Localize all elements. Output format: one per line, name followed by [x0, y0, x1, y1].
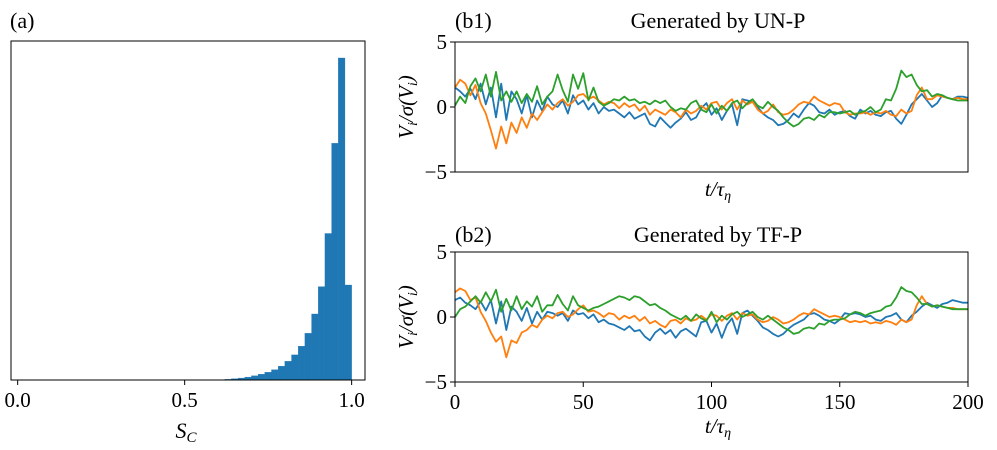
panel-b2-yticks: 5 0 −5 [425, 240, 455, 394]
histogram-bar [264, 372, 272, 381]
panel-b1-label: (b1) [455, 8, 492, 33]
y-tick-label: −5 [425, 370, 447, 394]
x-tick-label: 100 [696, 390, 728, 414]
histogram-bar [298, 346, 306, 381]
y-tick-label: 5 [437, 30, 448, 54]
series-line-s1 [454, 296, 968, 342]
panel-b2-label: (b2) [455, 222, 492, 247]
y-tick-label: 0 [437, 305, 448, 329]
x-tick-label: 50 [573, 390, 594, 414]
histogram-bar [331, 143, 339, 381]
histogram-bar [344, 284, 352, 381]
panel-b2-xlabel: t/τη [705, 414, 731, 441]
histogram-bar [271, 369, 279, 381]
x-tick-label: 0 [450, 390, 461, 414]
histogram-bar [311, 313, 319, 381]
x-tick-label: 0.5 [172, 388, 198, 412]
histogram-bar [257, 374, 265, 381]
panel-b1-ylabel: Vi/σ(Vi) [394, 75, 421, 139]
histogram-bar [284, 361, 292, 381]
x-tick-label: 150 [824, 390, 856, 414]
y-tick-label: 5 [437, 240, 448, 264]
panel-b1-xlabel: t/τη [705, 177, 731, 204]
panel-a-frame [10, 40, 366, 381]
histogram-bar [324, 233, 332, 381]
x-tick-label: 0.0 [5, 388, 31, 412]
x-tick-label: 200 [952, 390, 984, 414]
panel-a-label: (a) [10, 8, 34, 33]
panel-b2-frame [454, 251, 969, 383]
panel-b2-xticks: 0 50 100 150 200 [450, 382, 984, 414]
histogram-bar [304, 333, 312, 381]
series-line-s3 [454, 286, 968, 335]
panel-b2-title: Generated by TF-P [634, 222, 802, 247]
histogram-bar [318, 286, 326, 381]
y-tick-label: −5 [425, 160, 447, 184]
x-tick-label: 1.0 [339, 388, 365, 412]
panel-b1-title: Generated by UN-P [631, 8, 806, 33]
panel-b1-yticks: 5 0 −5 [425, 30, 455, 184]
histogram-bar [251, 375, 259, 381]
y-tick-label: 0 [437, 95, 448, 119]
panel-a-xlabel: SC [175, 418, 197, 446]
series-line-s3 [454, 69, 968, 128]
histogram-bar [338, 57, 346, 381]
panel-b1-frame [454, 41, 969, 173]
histogram-bars [217, 57, 352, 381]
panel-b2-ylabel: Vi/σ(Vi) [394, 285, 421, 349]
series-line-s2 [454, 287, 968, 359]
series-line-s1 [454, 82, 969, 129]
panel-b2-lines [454, 286, 968, 359]
panel-b1-lines [454, 69, 969, 150]
histogram-bar [278, 366, 285, 381]
series-line-s2 [454, 78, 968, 150]
histogram-bar [291, 354, 299, 381]
panel-a-xticks: 0.0 0.5 1.0 [5, 380, 365, 412]
